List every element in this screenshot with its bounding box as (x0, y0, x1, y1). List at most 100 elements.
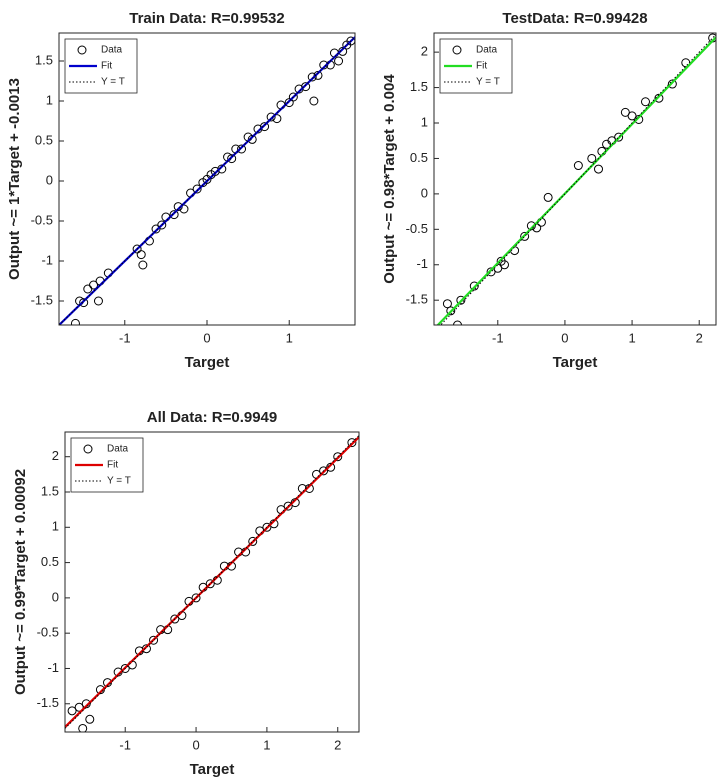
data-point (85, 714, 95, 724)
fit-line (436, 36, 716, 325)
x-tick-label: 2 (334, 737, 341, 752)
data-point (313, 70, 323, 80)
data-point (67, 706, 77, 716)
plot-content (59, 36, 355, 325)
x-tick-label: -1 (119, 330, 131, 345)
y-axis-label: Output ~= 0.98*Target + 0.004 (381, 74, 398, 284)
data-point (93, 296, 103, 306)
data-point (266, 112, 276, 122)
data-point (136, 250, 146, 260)
chart-title: Train Data: R=0.99532 (129, 10, 285, 27)
x-axis-label: Target (553, 354, 598, 371)
data-point (79, 298, 89, 308)
data-point (288, 92, 298, 102)
x-tick-label: 0 (561, 330, 568, 345)
data-point (614, 132, 624, 142)
x-axis-label: Target (185, 354, 230, 371)
legend-label: Fit (101, 61, 112, 72)
y-tick-label: 0.5 (41, 554, 59, 569)
y-tick-label: 1 (421, 114, 428, 129)
legend-label: Data (476, 45, 498, 56)
data-point (520, 231, 530, 241)
plot-content (436, 33, 716, 325)
chart-title: TestData: R=0.99428 (502, 10, 647, 27)
data-point (157, 220, 167, 230)
y-tick-label: 0.5 (35, 132, 53, 147)
data-point (283, 501, 293, 511)
y-tick-label: -0.5 (31, 212, 53, 227)
data-point (442, 299, 452, 309)
data-point (319, 466, 329, 476)
x-tick-label: 0 (203, 330, 210, 345)
data-point (170, 614, 180, 624)
y-tick-label: 0 (421, 185, 428, 200)
data-point (301, 82, 311, 92)
legend-label: Data (107, 444, 129, 455)
x-tick-label: 1 (628, 330, 635, 345)
data-point (453, 320, 462, 325)
x-tick-label: 1 (263, 737, 270, 752)
data-point (309, 96, 319, 106)
legend-label: Data (101, 45, 123, 56)
data-point (262, 522, 272, 532)
y-axis-label: Output ~= 0.99*Target + 0.00092 (12, 469, 29, 695)
data-point (573, 161, 583, 171)
data-point (333, 452, 343, 462)
legend-label: Fit (107, 460, 118, 471)
legend-label: Y = T (107, 476, 131, 487)
x-tick-label: -1 (492, 330, 504, 345)
data-point (141, 644, 151, 654)
data-point (138, 260, 148, 270)
y-tick-label: 0 (52, 589, 59, 604)
data-point (260, 122, 270, 132)
data-point (334, 56, 344, 66)
plot-content (65, 435, 359, 732)
legend-label: Fit (476, 61, 487, 72)
data-point (192, 184, 202, 194)
chart-title: All Data: R=0.9949 (147, 409, 277, 426)
data-point (205, 579, 215, 589)
x-axis-label: Target (190, 761, 235, 778)
y-tick-label: 2 (52, 448, 59, 463)
y-tick-label: 1 (46, 92, 53, 107)
legend-marker (452, 45, 462, 55)
x-tick-label: -1 (119, 737, 131, 752)
data-point (446, 306, 456, 316)
data-point (227, 154, 237, 164)
data-point (248, 536, 258, 546)
y-tick-label: -1.5 (31, 292, 53, 307)
data-point (247, 134, 257, 144)
data-point (594, 164, 603, 174)
y-tick-label: -1.5 (37, 695, 59, 710)
data-point (120, 663, 130, 673)
identity-line (59, 36, 355, 325)
legend-label: Y = T (476, 77, 500, 88)
x-tick-label: 0 (192, 737, 199, 752)
y-tick-label: 1 (52, 519, 59, 534)
data-point (237, 144, 247, 154)
data-point (89, 280, 99, 290)
data-point (217, 164, 227, 174)
legend-label: Y = T (101, 77, 125, 88)
data-point (347, 438, 357, 448)
data-point (191, 593, 201, 603)
data-point (500, 260, 509, 270)
y-tick-label: 0.5 (410, 150, 428, 165)
data-point (641, 97, 650, 107)
y-tick-label: 1.5 (41, 483, 59, 498)
y-tick-label: 1.5 (410, 79, 428, 94)
y-tick-label: -1 (47, 660, 59, 675)
data-point (149, 635, 159, 645)
x-tick-label: 1 (286, 330, 293, 345)
y-tick-label: -1 (41, 252, 53, 267)
data-point (169, 210, 179, 220)
y-tick-label: -0.5 (406, 221, 428, 236)
data-point (210, 166, 220, 176)
data-point (587, 153, 597, 163)
data-point (307, 72, 317, 82)
x-tick-label: 2 (696, 330, 703, 345)
data-point (78, 723, 88, 732)
y-tick-label: 2 (421, 44, 428, 59)
